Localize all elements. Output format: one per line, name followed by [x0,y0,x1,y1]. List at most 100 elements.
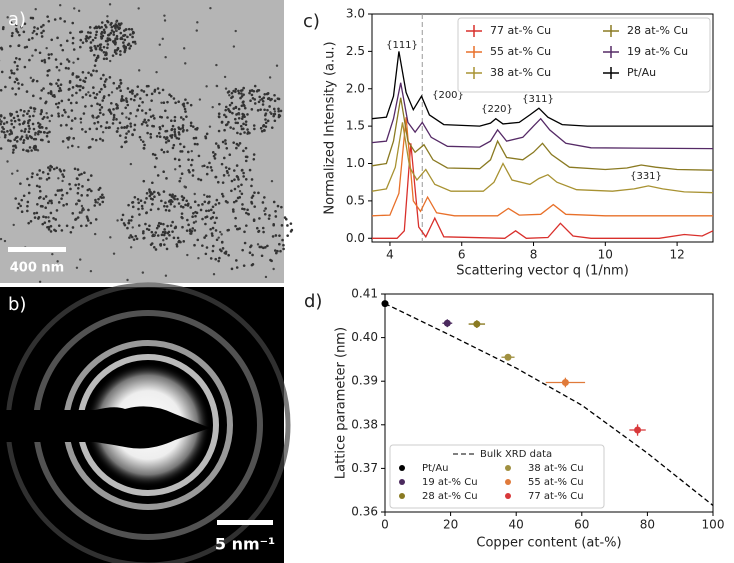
particle [158,115,162,119]
particle [65,191,69,195]
particle [65,123,68,127]
particle [240,127,244,131]
particle [12,116,16,120]
particle [45,112,48,115]
particle [95,93,99,96]
particle [94,198,97,202]
particle [218,102,221,106]
particle [9,44,12,48]
particle [122,98,125,102]
particle [102,113,105,116]
particle [235,164,239,167]
particle [38,280,42,284]
particle [196,142,199,146]
particle [261,201,265,204]
particle [13,119,17,123]
particle [165,177,168,180]
particle [171,220,174,224]
particle [257,100,261,104]
particle [70,109,74,112]
particle [223,251,227,255]
particle [31,172,34,175]
y-tick-label: 0.5 [346,193,365,207]
xrd-curve [372,143,714,239]
particle [95,127,99,131]
particle [177,100,180,104]
particle [240,168,244,172]
particle [45,178,49,181]
particle [165,136,169,140]
particle [36,27,40,30]
particle [214,142,218,145]
particle [102,28,106,32]
particle [37,130,40,134]
particle [97,197,100,201]
particle [145,211,148,214]
particle [141,207,144,210]
particle [221,194,225,198]
legend-box [389,444,605,509]
particle [101,200,105,204]
particle [44,195,48,198]
particle [185,199,188,203]
particle [46,116,49,119]
particle [224,200,228,203]
particle [0,130,4,133]
particle [261,99,265,103]
particle [112,41,116,44]
particle [39,97,42,100]
particle [103,83,106,87]
particle [80,211,83,214]
particle [105,57,108,61]
particle [95,116,99,119]
particle [228,110,232,113]
particle [131,35,134,39]
particle [75,266,79,269]
particle [168,233,171,237]
particle [41,171,45,174]
particle [40,89,43,92]
particle [125,132,128,135]
particle [133,123,137,127]
particle [9,129,12,132]
particle [189,124,193,127]
xrd-curve [371,122,714,194]
particle [139,97,142,100]
particle [23,130,26,133]
particle [131,205,135,209]
particle [250,196,254,199]
particle [69,230,73,234]
particle [186,150,190,154]
particle [282,247,285,251]
particle [189,232,193,235]
particle [197,203,200,207]
particle [181,198,185,202]
particle [144,121,148,124]
particle [191,174,195,177]
particle [152,190,156,194]
particle [79,45,82,49]
particle [3,239,7,243]
particle [75,91,78,95]
particle [203,200,207,204]
particle [170,127,174,131]
particle [60,189,63,192]
particle [188,228,192,231]
particle [150,230,154,234]
particle [112,81,116,85]
particle [158,127,162,131]
particle [79,78,82,82]
particle [239,89,243,92]
particle [119,81,123,85]
particle [145,93,149,97]
particle [272,200,276,204]
particle [40,35,44,38]
particle [131,40,135,44]
particle [143,118,147,122]
particle [52,167,56,171]
particle [138,213,141,216]
particle [273,249,277,252]
particle [8,132,12,136]
particle [196,238,200,242]
particle [11,31,14,35]
